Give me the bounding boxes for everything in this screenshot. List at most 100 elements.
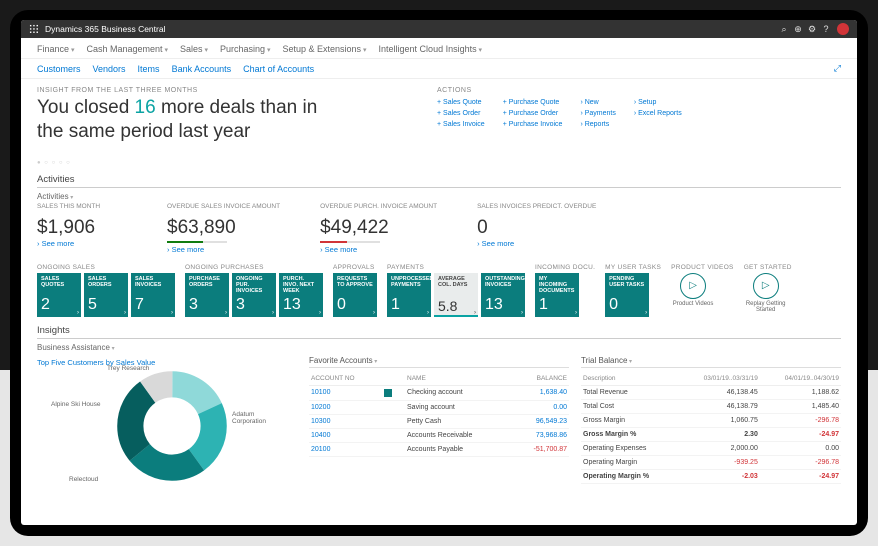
user-avatar[interactable] xyxy=(837,23,849,35)
account-row[interactable]: 20100Accounts Payable-51,700.87 xyxy=(309,442,569,456)
trial-row[interactable]: Operating Margin %-2.03-24.97 xyxy=(581,469,841,483)
subnav-items[interactable]: Items xyxy=(138,64,160,74)
see-more-link[interactable]: See more xyxy=(37,239,127,248)
section-activities: Activities xyxy=(37,174,841,188)
account-row[interactable]: 10400Accounts Receivable73,968.86 xyxy=(309,428,569,442)
action-excel-reports[interactable]: Excel Reports xyxy=(634,108,682,119)
cue-tile[interactable]: SALES INVOICES7› xyxy=(131,273,175,317)
action-new[interactable]: New xyxy=(580,97,615,108)
cue-tile[interactable]: PENDING USER TASKS0› xyxy=(605,273,649,317)
donut-label: Relectoud xyxy=(69,476,98,483)
favorite-accounts-panel: Favorite Accounts ACCOUNT NONAMEBALANCE1… xyxy=(309,356,569,491)
see-more-link[interactable]: See more xyxy=(320,245,437,254)
action-sales-order[interactable]: Sales Order xyxy=(437,108,485,119)
trial-row[interactable]: Total Revenue46,138.451,188.62 xyxy=(581,385,841,399)
nav-intelligent-cloud-insights[interactable]: Intelligent Cloud Insights xyxy=(379,44,483,54)
action-purchase-order[interactable]: Purchase Order xyxy=(503,108,563,119)
trial-row[interactable]: Operating Margin-939.25-296.78 xyxy=(581,455,841,469)
action-setup[interactable]: Setup xyxy=(634,97,682,108)
carousel-dots[interactable]: ● ○ ○ ○ ○ xyxy=(37,160,841,166)
tile-group: ONGOING SALESSALES QUOTES2›SALES ORDERS5… xyxy=(37,264,175,317)
settings-icon[interactable]: ⚙ xyxy=(805,24,819,35)
circle-tile[interactable]: ▷Product Videos xyxy=(671,273,715,308)
trial-balance-header[interactable]: Trial Balance xyxy=(581,356,841,368)
nav-purchasing[interactable]: Purchasing xyxy=(220,44,271,54)
trial-row[interactable]: Operating Expenses2,000.000.00 xyxy=(581,441,841,455)
action-payments[interactable]: Payments xyxy=(580,108,615,119)
cue-tile[interactable]: REQUESTS TO APPROVE0› xyxy=(333,273,377,317)
action-sales-quote[interactable]: Sales Quote xyxy=(437,97,485,108)
nav-sales[interactable]: Sales xyxy=(180,44,208,54)
app-title: Dynamics 365 Business Central xyxy=(45,24,165,34)
app-launcher-icon[interactable] xyxy=(29,24,39,34)
section-insights: Insights xyxy=(37,325,841,339)
donut-label: Adatum Corporation xyxy=(232,411,277,425)
cue-tile[interactable]: PURCHASE ORDERS3› xyxy=(185,273,229,317)
cue-tile[interactable]: AVERAGE COL. DAYS5.8› xyxy=(434,273,478,317)
subnav-chart-of-accounts[interactable]: Chart of Accounts xyxy=(243,64,314,74)
tile-group: MY USER TASKSPENDING USER TASKS0› xyxy=(605,264,661,317)
top-customers-panel: Top Five Customers by Sales Value Trey R… xyxy=(37,356,297,491)
nav-setup-extensions[interactable]: Setup & Extensions xyxy=(283,44,367,54)
tile-groups: ONGOING SALESSALES QUOTES2›SALES ORDERS5… xyxy=(37,264,841,317)
tile-group: PRODUCT VIDEOS▷Product Videos xyxy=(671,264,734,317)
donut-label: Trey Research xyxy=(107,365,149,372)
nav-finance[interactable]: Finance xyxy=(37,44,75,54)
app-window: Dynamics 365 Business Central ⌕ ⊕ ⚙ ? Fi… xyxy=(21,20,857,525)
actions-label: ACTIONS xyxy=(437,87,682,94)
business-assistance-subheader[interactable]: Business Assistance xyxy=(37,343,841,352)
account-row[interactable]: 10100Checking account1,638.40 xyxy=(309,385,569,400)
insight-headline-block: INSIGHT FROM THE LAST THREE MONTHS You c… xyxy=(37,87,347,144)
primary-nav: Finance Cash Management Sales Purchasing Set… xyxy=(21,38,857,59)
subnav-vendors[interactable]: Vendors xyxy=(93,64,126,74)
trial-row[interactable]: Gross Margin %2.30-24.97 xyxy=(581,427,841,441)
cue-tile[interactable]: PURCH. INVO. NEXT WEEK13› xyxy=(279,273,323,317)
trial-balance-panel: Trial Balance Description03/01/19..03/31… xyxy=(581,356,841,491)
action-reports[interactable]: Reports xyxy=(580,119,615,130)
help-icon[interactable]: ? xyxy=(819,24,833,34)
cue-tile[interactable]: MY INCOMING DOCUMENTS1› xyxy=(535,273,579,317)
tile-group: APPROVALSREQUESTS TO APPROVE0› xyxy=(333,264,377,317)
kpi-tile[interactable]: SALES INVOICES PREDICT. OVERDUE0See more xyxy=(477,203,596,254)
tile-group: GET STARTED▷Replay Getting Started xyxy=(744,264,792,317)
cue-tile[interactable]: SALES ORDERS5› xyxy=(84,273,128,317)
action-purchase-invoice[interactable]: Purchase Invoice xyxy=(503,119,563,130)
cue-tile[interactable]: ONGOING PUR. INVOICES3› xyxy=(232,273,276,317)
page-content: INSIGHT FROM THE LAST THREE MONTHS You c… xyxy=(21,79,857,503)
insight-label: INSIGHT FROM THE LAST THREE MONTHS xyxy=(37,87,347,94)
new-icon[interactable]: ⊕ xyxy=(791,24,805,35)
selected-indicator xyxy=(384,389,392,397)
expand-icon[interactable]: ⤢ xyxy=(834,63,841,74)
cue-tile[interactable]: UNPROCESSED PAYMENTS1› xyxy=(387,273,431,317)
search-icon[interactable]: ⌕ xyxy=(777,24,791,35)
account-row[interactable]: 10300Petty Cash96,549.23 xyxy=(309,414,569,428)
see-more-link[interactable]: See more xyxy=(477,239,596,248)
actions-block: ACTIONS Sales QuoteSales OrderSales Invo… xyxy=(437,87,682,144)
trial-row[interactable]: Gross Margin1,060.75-296.78 xyxy=(581,413,841,427)
donut-svg xyxy=(117,371,227,481)
fav-accounts-header[interactable]: Favorite Accounts xyxy=(309,356,569,368)
subnav-bank-accounts[interactable]: Bank Accounts xyxy=(172,64,232,74)
account-row[interactable]: 10200Saving account0.00 xyxy=(309,400,569,414)
action-purchase-quote[interactable]: Purchase Quote xyxy=(503,97,563,108)
play-icon: ▷ xyxy=(680,273,706,299)
nav-cash-management[interactable]: Cash Management xyxy=(87,44,169,54)
action-sales-invoice[interactable]: Sales Invoice xyxy=(437,119,485,130)
activities-subheader[interactable]: Activities xyxy=(37,192,841,201)
kpi-tile[interactable]: OVERDUE SALES INVOICE AMOUNT$63,890See m… xyxy=(167,203,280,254)
cue-tile[interactable]: SALES QUOTES2› xyxy=(37,273,81,317)
play-icon: ▷ xyxy=(753,273,779,299)
see-more-link[interactable]: See more xyxy=(167,245,280,254)
subnav-customers[interactable]: Customers xyxy=(37,64,81,74)
insight-headline: You closed 16 more deals than in the sam… xyxy=(37,96,347,144)
circle-tile[interactable]: ▷Replay Getting Started xyxy=(744,273,788,314)
cue-tile[interactable]: OUTSTANDING INVOICES13› xyxy=(481,273,525,317)
kpi-row: SALES THIS MONTH$1,906See more OVERDUE SA… xyxy=(37,203,841,254)
title-bar: Dynamics 365 Business Central ⌕ ⊕ ⚙ ? xyxy=(21,20,857,38)
device-frame: Dynamics 365 Business Central ⌕ ⊕ ⚙ ? Fi… xyxy=(10,10,868,536)
tile-group: INCOMING DOCU.MY INCOMING DOCUMENTS1› xyxy=(535,264,595,317)
trial-row[interactable]: Total Cost46,138.791,485.40 xyxy=(581,399,841,413)
kpi-tile[interactable]: SALES THIS MONTH$1,906See more xyxy=(37,203,127,254)
top5-link[interactable]: Top Five Customers by Sales Value xyxy=(37,358,297,367)
kpi-tile[interactable]: OVERDUE PURCH. INVOICE AMOUNT$49,422See … xyxy=(320,203,437,254)
